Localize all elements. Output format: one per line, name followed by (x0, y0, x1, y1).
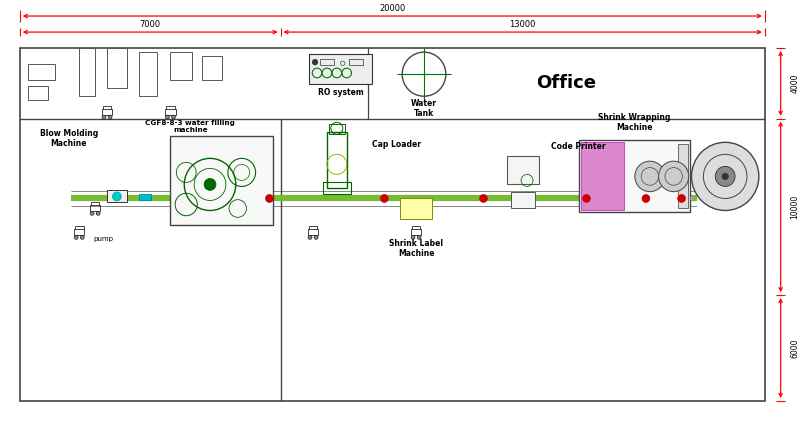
Bar (90, 205, 100, 211)
Bar (79, 48, 95, 96)
Circle shape (266, 194, 274, 203)
Circle shape (312, 59, 318, 65)
Text: 20000: 20000 (379, 3, 406, 13)
Text: Shrink Wrapping
Machine: Shrink Wrapping Machine (598, 113, 670, 132)
Bar (28, 86, 47, 100)
Circle shape (715, 166, 735, 187)
Text: Shrink Label
Machine: Shrink Label Machine (389, 239, 443, 258)
Bar (349, 59, 362, 65)
Text: pump: pump (93, 236, 113, 242)
Circle shape (642, 194, 650, 203)
Bar (20, 48, 765, 401)
Text: Blow Molding
Machine: Blow Molding Machine (40, 129, 98, 148)
Text: CGF8-8-3 water filling
machine: CGF8-8-3 water filling machine (146, 120, 235, 133)
Circle shape (635, 161, 665, 192)
Text: RO system: RO system (318, 88, 364, 97)
Bar (329, 124, 345, 134)
Bar (138, 194, 150, 200)
Bar (507, 156, 539, 184)
Bar (102, 109, 112, 115)
Text: Code Printer: Code Printer (551, 142, 606, 151)
Bar (678, 144, 687, 208)
Text: Water
Tank: Water Tank (411, 99, 437, 118)
Bar (74, 229, 85, 235)
Bar (28, 64, 55, 80)
Text: 4000: 4000 (790, 74, 799, 93)
Text: 13000: 13000 (510, 19, 536, 29)
Circle shape (418, 236, 421, 239)
Bar (165, 109, 176, 115)
Circle shape (108, 115, 112, 119)
Bar (400, 198, 432, 219)
Circle shape (308, 236, 312, 239)
Bar (138, 52, 157, 96)
Circle shape (90, 211, 94, 215)
Circle shape (74, 236, 78, 239)
Circle shape (171, 115, 175, 119)
Bar (320, 59, 334, 65)
Bar (578, 140, 690, 213)
Text: 6000: 6000 (790, 338, 799, 358)
Circle shape (314, 236, 318, 239)
Circle shape (96, 211, 100, 215)
Circle shape (80, 236, 84, 239)
Text: Office: Office (536, 74, 596, 92)
Circle shape (722, 173, 728, 180)
Bar (107, 48, 127, 88)
Circle shape (381, 194, 388, 203)
Circle shape (691, 142, 759, 210)
Bar (170, 52, 192, 80)
Bar (170, 136, 274, 225)
Bar (202, 56, 222, 80)
Text: 7000: 7000 (140, 19, 161, 29)
Circle shape (678, 194, 686, 203)
Bar (581, 142, 624, 210)
Circle shape (102, 115, 106, 119)
Bar (411, 229, 422, 235)
Bar (323, 182, 350, 194)
Text: Cap Loader: Cap Loader (373, 140, 422, 149)
Bar (327, 132, 346, 188)
Bar (308, 229, 318, 235)
Circle shape (166, 115, 170, 119)
Circle shape (582, 194, 590, 203)
Circle shape (658, 161, 689, 192)
Bar (511, 192, 535, 208)
Circle shape (204, 178, 216, 191)
Text: 10000: 10000 (790, 195, 799, 219)
Circle shape (113, 192, 122, 201)
Circle shape (411, 236, 415, 239)
Bar (309, 54, 373, 84)
Circle shape (479, 194, 487, 203)
Bar (107, 191, 127, 203)
